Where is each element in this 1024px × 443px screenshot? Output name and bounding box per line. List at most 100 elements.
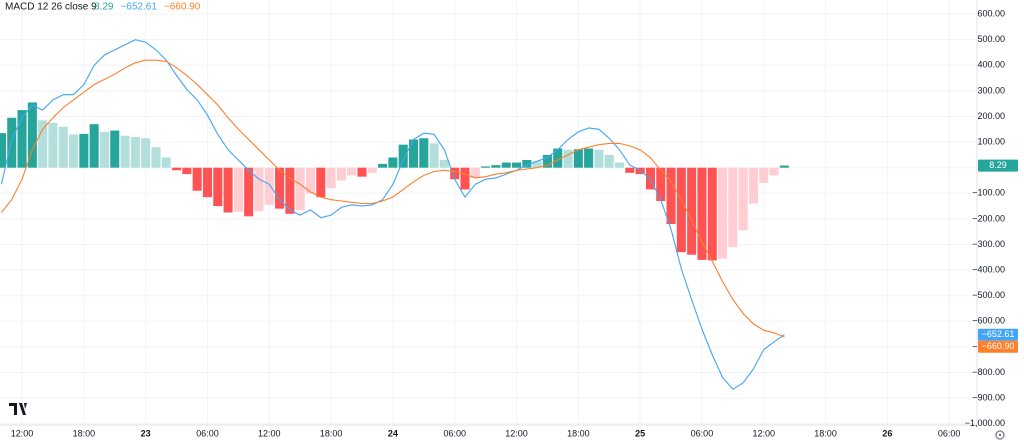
tv-logo [9,403,27,415]
x-tick-label: 18:00 [73,428,96,438]
x-tick-label: 25 [635,428,645,438]
histogram-bar [604,154,614,168]
histogram-bar [120,135,130,168]
histogram-bar [223,167,233,213]
histogram-bar [398,144,408,168]
histogram-bar [388,157,398,168]
histogram-bar [264,167,274,205]
histogram-bar [501,162,511,168]
histogram-bar [130,136,140,168]
histogram-bar [38,120,48,168]
histogram-bar [7,117,17,168]
grid [0,0,977,425]
histogram-bar [429,143,439,168]
histogram-bar [511,162,522,168]
histogram-bar [192,167,202,191]
indicator-title: MACD 12 26 close 9 [5,2,97,13]
histogram-bar [254,167,264,212]
y-tick-label: 600.00 [977,8,1005,18]
x-tick-label: 18:00 [814,428,837,438]
histogram-bar [718,167,728,259]
histogram-bar [151,147,161,168]
histogram-bar [367,167,377,173]
histogram-bar [357,167,367,177]
price-label: 8.29 [989,160,1007,170]
x-tick-label: 18:00 [567,428,590,438]
price-label: −652.61 [982,329,1015,339]
histogram-bar [27,102,37,168]
x-tick-label: 06:00 [196,428,219,438]
histogram-bar [316,167,326,198]
y-tick-label: −200.00 [972,213,1005,223]
histogram-bar [522,160,532,168]
histogram-bar [110,130,120,168]
histogram-bar [470,167,480,178]
histogram-bar [48,122,58,168]
histogram-bar [419,138,429,168]
histogram-bar [481,166,491,168]
histogram-bar [233,167,243,212]
histogram-bar [676,167,686,253]
histogram-bar [687,167,697,255]
histogram-bar [759,167,769,184]
price-label: −660.90 [982,341,1015,351]
histogram-bar [99,131,109,168]
histogram-bar [305,167,316,194]
y-tick-label: −100.00 [972,188,1005,198]
x-tick-label: 12:00 [11,428,34,438]
y-tick-label: 500.00 [977,34,1005,44]
settings-icon[interactable] [995,430,1005,440]
y-tick-label: 100.00 [977,136,1005,146]
histogram-bar [666,167,676,225]
histogram-bar [625,167,635,173]
histogram-bar [656,167,666,201]
histogram-bar [378,163,388,168]
histogram-bar [573,149,583,168]
histogram-bar [584,148,594,168]
histogram-bar [161,157,171,168]
histogram-bar [769,167,779,176]
histogram-bar [450,167,460,180]
x-tick-label: 06:00 [938,428,961,438]
histogram-bar [172,167,182,171]
y-tick-label: 200.00 [977,111,1005,121]
y-tick-label: −300.00 [972,239,1005,249]
histogram-bar [79,133,89,168]
histogram-bar [285,167,295,214]
histogram-bar [542,154,552,168]
histogram-bar [439,160,449,168]
histogram-bar [408,139,419,168]
histogram-bar [336,167,346,181]
histogram-bar [58,126,68,168]
histogram-bar [347,167,357,176]
x-tick-label: 24 [388,428,398,438]
histogram-bar [244,167,254,217]
x-tick-label: 23 [141,428,151,438]
histogram-bar [563,149,573,168]
histogram-bar [0,133,6,168]
histogram-bar [594,149,604,168]
price-label-box [978,340,1018,353]
y-tick-label: −1,000.00 [965,418,1005,428]
price-label-box [978,159,1018,172]
histogram-bar [17,110,27,168]
histogram-bar [615,162,625,168]
x-tick-label: 06:00 [691,428,714,438]
histogram-bar [141,138,151,168]
histogram-bar [738,167,748,231]
histogram-bar [202,167,213,198]
indicator-value: 8.29 [94,2,114,13]
histogram-bar [213,167,223,207]
y-tick-label: −800.00 [972,367,1005,377]
y-tick-label: −900.00 [972,392,1005,402]
histogram-bar [182,167,192,175]
histogram-bar [532,161,542,168]
histogram-bar [697,167,707,260]
line [0,39,785,390]
y-tick-label: −600.00 [972,316,1005,326]
y-tick-label: 400.00 [977,60,1005,70]
histogram-bar [275,167,285,209]
indicator-value: −652.61 [120,2,157,13]
x-tick-label: 18:00 [320,428,343,438]
